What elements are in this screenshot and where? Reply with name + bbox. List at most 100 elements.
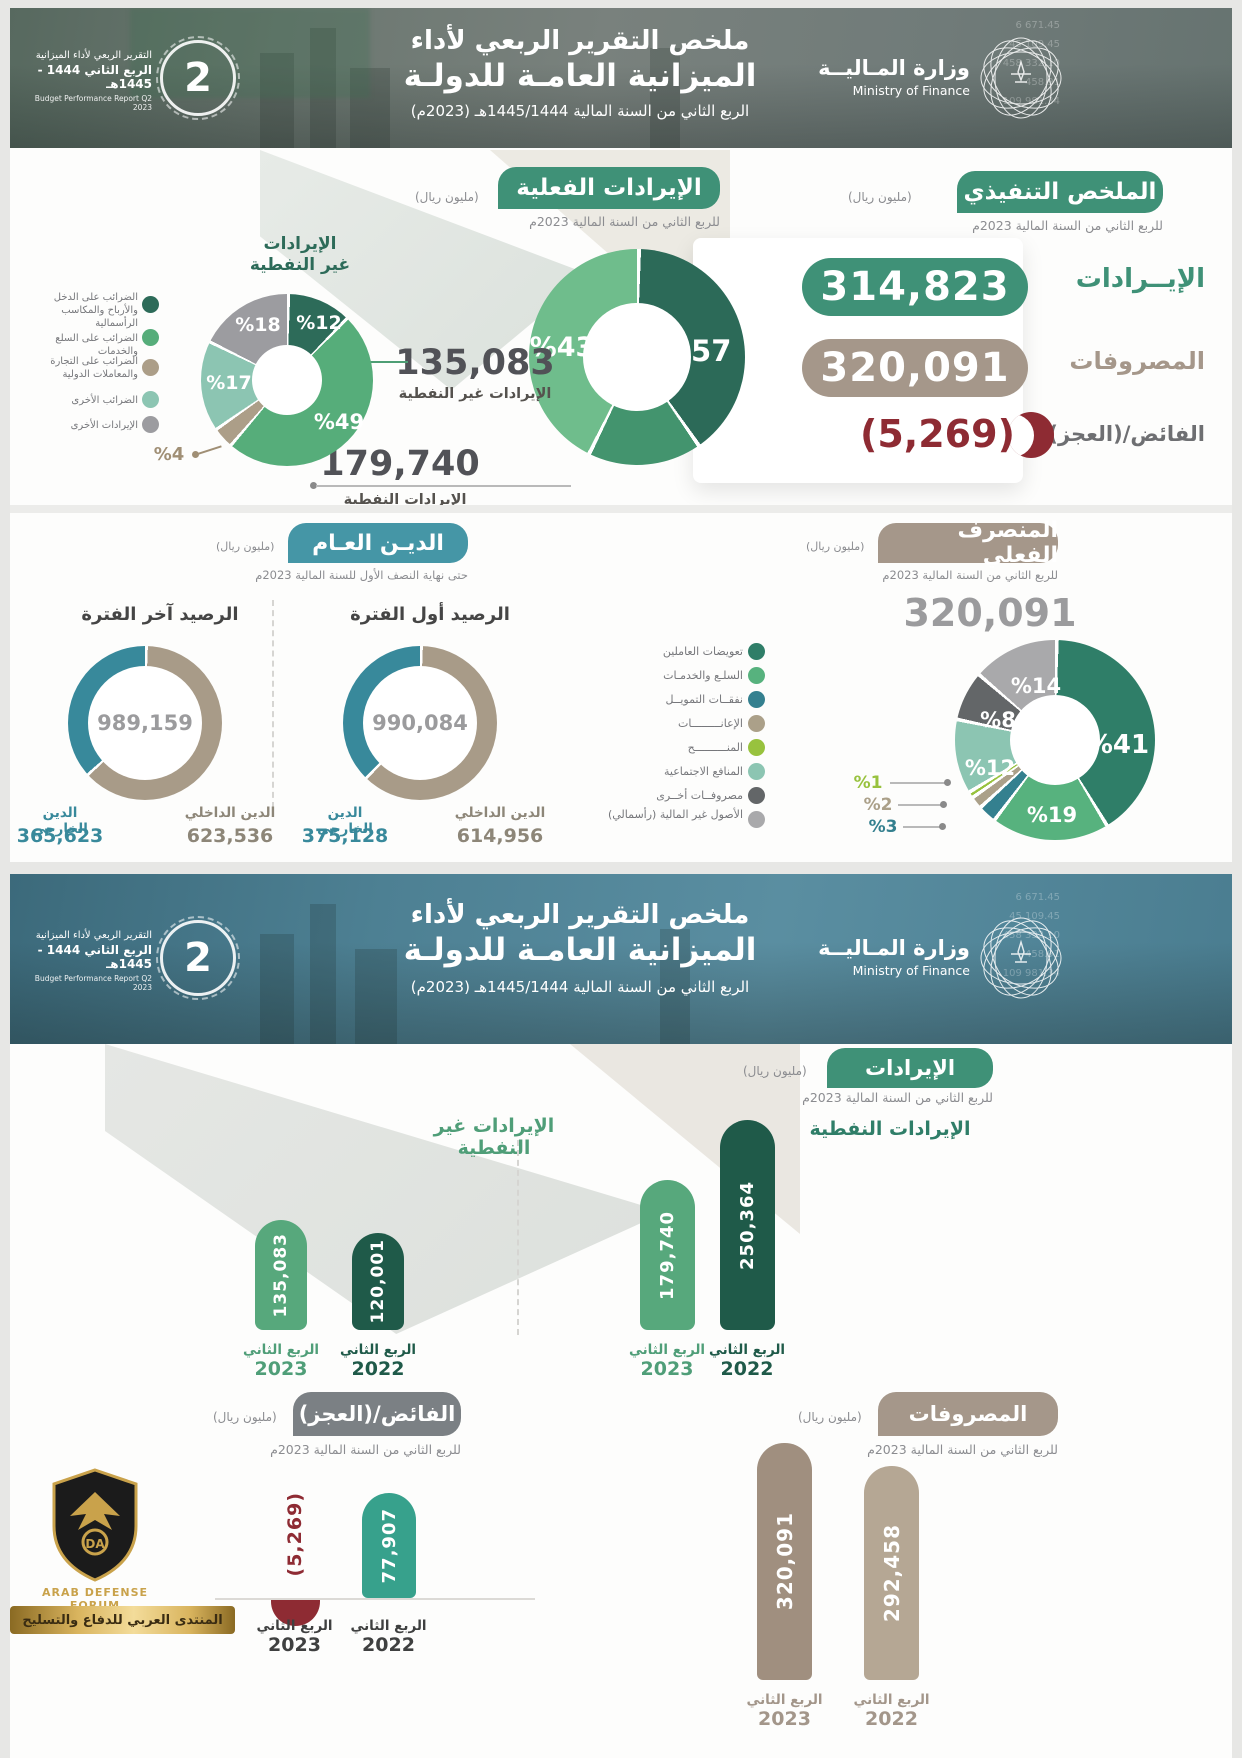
section-separator (10, 505, 1232, 513)
legend-label: المنافع الاجتماعية (664, 765, 743, 778)
badge-line1: التقرير الربعي لأداء الميزانية (35, 50, 152, 61)
bar-label-oil-2022: الربع الثاني 2022 (708, 1342, 786, 1380)
revenues-bars-title: الإيرادات (864, 1056, 956, 1080)
watermark-emblem-icon: DA (52, 1468, 138, 1582)
quarter-label: الربع الثاني (350, 1618, 427, 1634)
legend-dot (748, 739, 765, 756)
actual-revenues-unit: (مليون ريال) (415, 190, 479, 204)
breakdown-donut-hole (252, 345, 322, 415)
nonoil-pct-label: %43 (529, 332, 595, 363)
legend-label: المنــــــــــح (687, 741, 743, 754)
bar-nonoil-2023: 135,083 (255, 1220, 307, 1330)
skyline-decor (310, 904, 336, 1044)
legend-dot (748, 811, 765, 828)
begin-period-total: 990,084 (372, 711, 468, 735)
report-badge: التقرير الربعي لأداء الميزانية الربع الث… (30, 50, 152, 112)
exp-p1: %1 (853, 773, 883, 793)
skyline-decor (260, 53, 294, 148)
deficit-baseline (215, 1598, 535, 1600)
svg-text:DA: DA (85, 1537, 105, 1551)
deficit-unit: (مليون ريال) (213, 1410, 277, 1424)
ministry-ar: وزارة المـاليــة (818, 936, 970, 960)
bar-oil-2022-value: 250,364 (737, 1180, 758, 1270)
breakdown-p17: %17 (206, 372, 252, 394)
debt-subtitle: حتى نهاية النصف الأول للسنة المالية 2023… (255, 568, 468, 582)
actual-revenues-title: الإيرادات الفعلية (516, 175, 702, 201)
exec-expenses-value: 320,091 (820, 345, 1010, 391)
revenues-divider (517, 1140, 519, 1335)
bar-deficit-2022-value: 77,907 (378, 1507, 400, 1584)
begin-period-title: الرصيد أول الفترة (350, 604, 510, 625)
legend-label: الضرائب على السلع والخدمات (55, 333, 138, 357)
exp-p19: %19 (1026, 803, 1078, 827)
bar-expenses-2022-value: 292,458 (879, 1523, 904, 1623)
skyline-decor (650, 48, 680, 148)
revenues-bars-unit: (مليون ريال) (743, 1064, 807, 1078)
quarter-label: الربع الثاني (853, 1692, 930, 1708)
legend-dot (142, 329, 159, 346)
bar-label-deficit-2022: الربع الثاني 2022 (341, 1618, 436, 1656)
bar-nonoil-2022-value: 120,001 (368, 1239, 388, 1324)
oil-pct-label: %57 (662, 334, 732, 368)
ministry-en: Ministry of Finance (852, 963, 970, 978)
bar-deficit-2022: 77,907 (362, 1493, 416, 1598)
legend-dot (142, 296, 159, 313)
bar-label-deficit-2023: الربع الثاني 2023 (247, 1618, 342, 1656)
header-ticker-numbers: 6 671.45 45 109.45 458 332.10 458.91 109… (1002, 20, 1060, 107)
nonoil-value: 135,083 (395, 343, 555, 383)
badge-line2: الربع الثاني 1444 - 1445هـ (37, 943, 152, 971)
exec-expenses-value-pill: 320,091 (802, 339, 1028, 397)
exp-p41: %41 (1086, 730, 1150, 760)
legend-label: الإيرادات الأخرى (70, 420, 138, 431)
breakdown-title: الإيرادات غير النفطية (225, 234, 375, 277)
begin-internal-label: الدين الداخلي (454, 805, 546, 821)
bar-expenses-2022: 292,458 (864, 1466, 919, 1680)
p1-callout-line (890, 782, 946, 784)
p4-callout-dot (192, 451, 199, 458)
breakdown-title-line1: الإيرادات (263, 234, 337, 254)
legend-label: الضرائب الأخرى (71, 395, 138, 406)
quarter-label: الربع الثاني (256, 1618, 333, 1634)
ministry-ar: وزارة المـاليــة (818, 56, 970, 80)
deficit-title: الفائض/(العجز) (298, 1402, 456, 1426)
legend-dot (748, 787, 765, 804)
p4-callout-line (198, 445, 222, 455)
breakdown-p49: %49 (313, 410, 365, 434)
bar-label-oil-2023: الربع الثاني 2023 (628, 1342, 706, 1380)
exp-p12: %12 (964, 756, 1016, 780)
breakdown-p4: %4 (153, 444, 185, 465)
report-title: ملخص التقرير الربعي لأداء الميزانية العا… (390, 26, 770, 120)
deficit-subtitle: للربع الثاني من السنة المالية 2023م (270, 1442, 461, 1457)
bar-nonoil-2022: 120,001 (352, 1233, 404, 1330)
bar-oil-2023: 179,740 (640, 1180, 695, 1330)
deficit-title-pill: الفائض/(العجز) (293, 1392, 461, 1436)
legend-dot (748, 763, 765, 780)
year-label: 2023 (268, 1634, 321, 1656)
end-period-title: الرصيد آخر الفترة (81, 604, 239, 625)
exec-summary-title-pill: الملخص التنفيذي (957, 171, 1163, 213)
expenses-title: المصروفات (908, 1402, 1028, 1426)
debt-divider (272, 600, 274, 808)
exec-expenses-label: المصروفات (1069, 347, 1205, 375)
legend-dot (748, 691, 765, 708)
revenues-bars-title-pill: الإيرادات (827, 1048, 993, 1088)
expenses-title-pill: المصروفات (878, 1392, 1058, 1436)
expenditure-title: المنصرف الفعلي (957, 518, 1058, 568)
title-line2: الميزانية العامـة للدولـة (403, 58, 757, 94)
debt-unit: (مليون ريال) (216, 540, 275, 553)
begin-period-donut: 990,084 (343, 646, 497, 800)
end-external-value: 365,623 (16, 825, 104, 847)
skyline-decor (660, 929, 690, 1044)
nonoil-label: الإيرادات غير النفطية (398, 386, 552, 402)
exec-revenues-value-pill: 314,823 (802, 258, 1028, 316)
expenditure-donut-hole (1010, 695, 1100, 785)
watermark-title-ar: المنتدى العربي للدفاع والتسليح (10, 1606, 235, 1634)
ministry-name: وزارة المـاليــة Ministry of Finance (780, 936, 970, 978)
legend-label: نفقــات التمويــل (665, 693, 743, 706)
oil-bars-title: الإيرادات النفطية (809, 1118, 971, 1140)
badge-line2: الربع الثاني 1444 - 1445هـ (37, 63, 152, 91)
p2-callout-line (898, 804, 942, 806)
ministry-en: Ministry of Finance (852, 83, 970, 98)
year-label: 2023 (254, 1358, 308, 1380)
title-subtitle: الربع الثاني من السنة المالية 1445/1444ه… (410, 978, 750, 996)
